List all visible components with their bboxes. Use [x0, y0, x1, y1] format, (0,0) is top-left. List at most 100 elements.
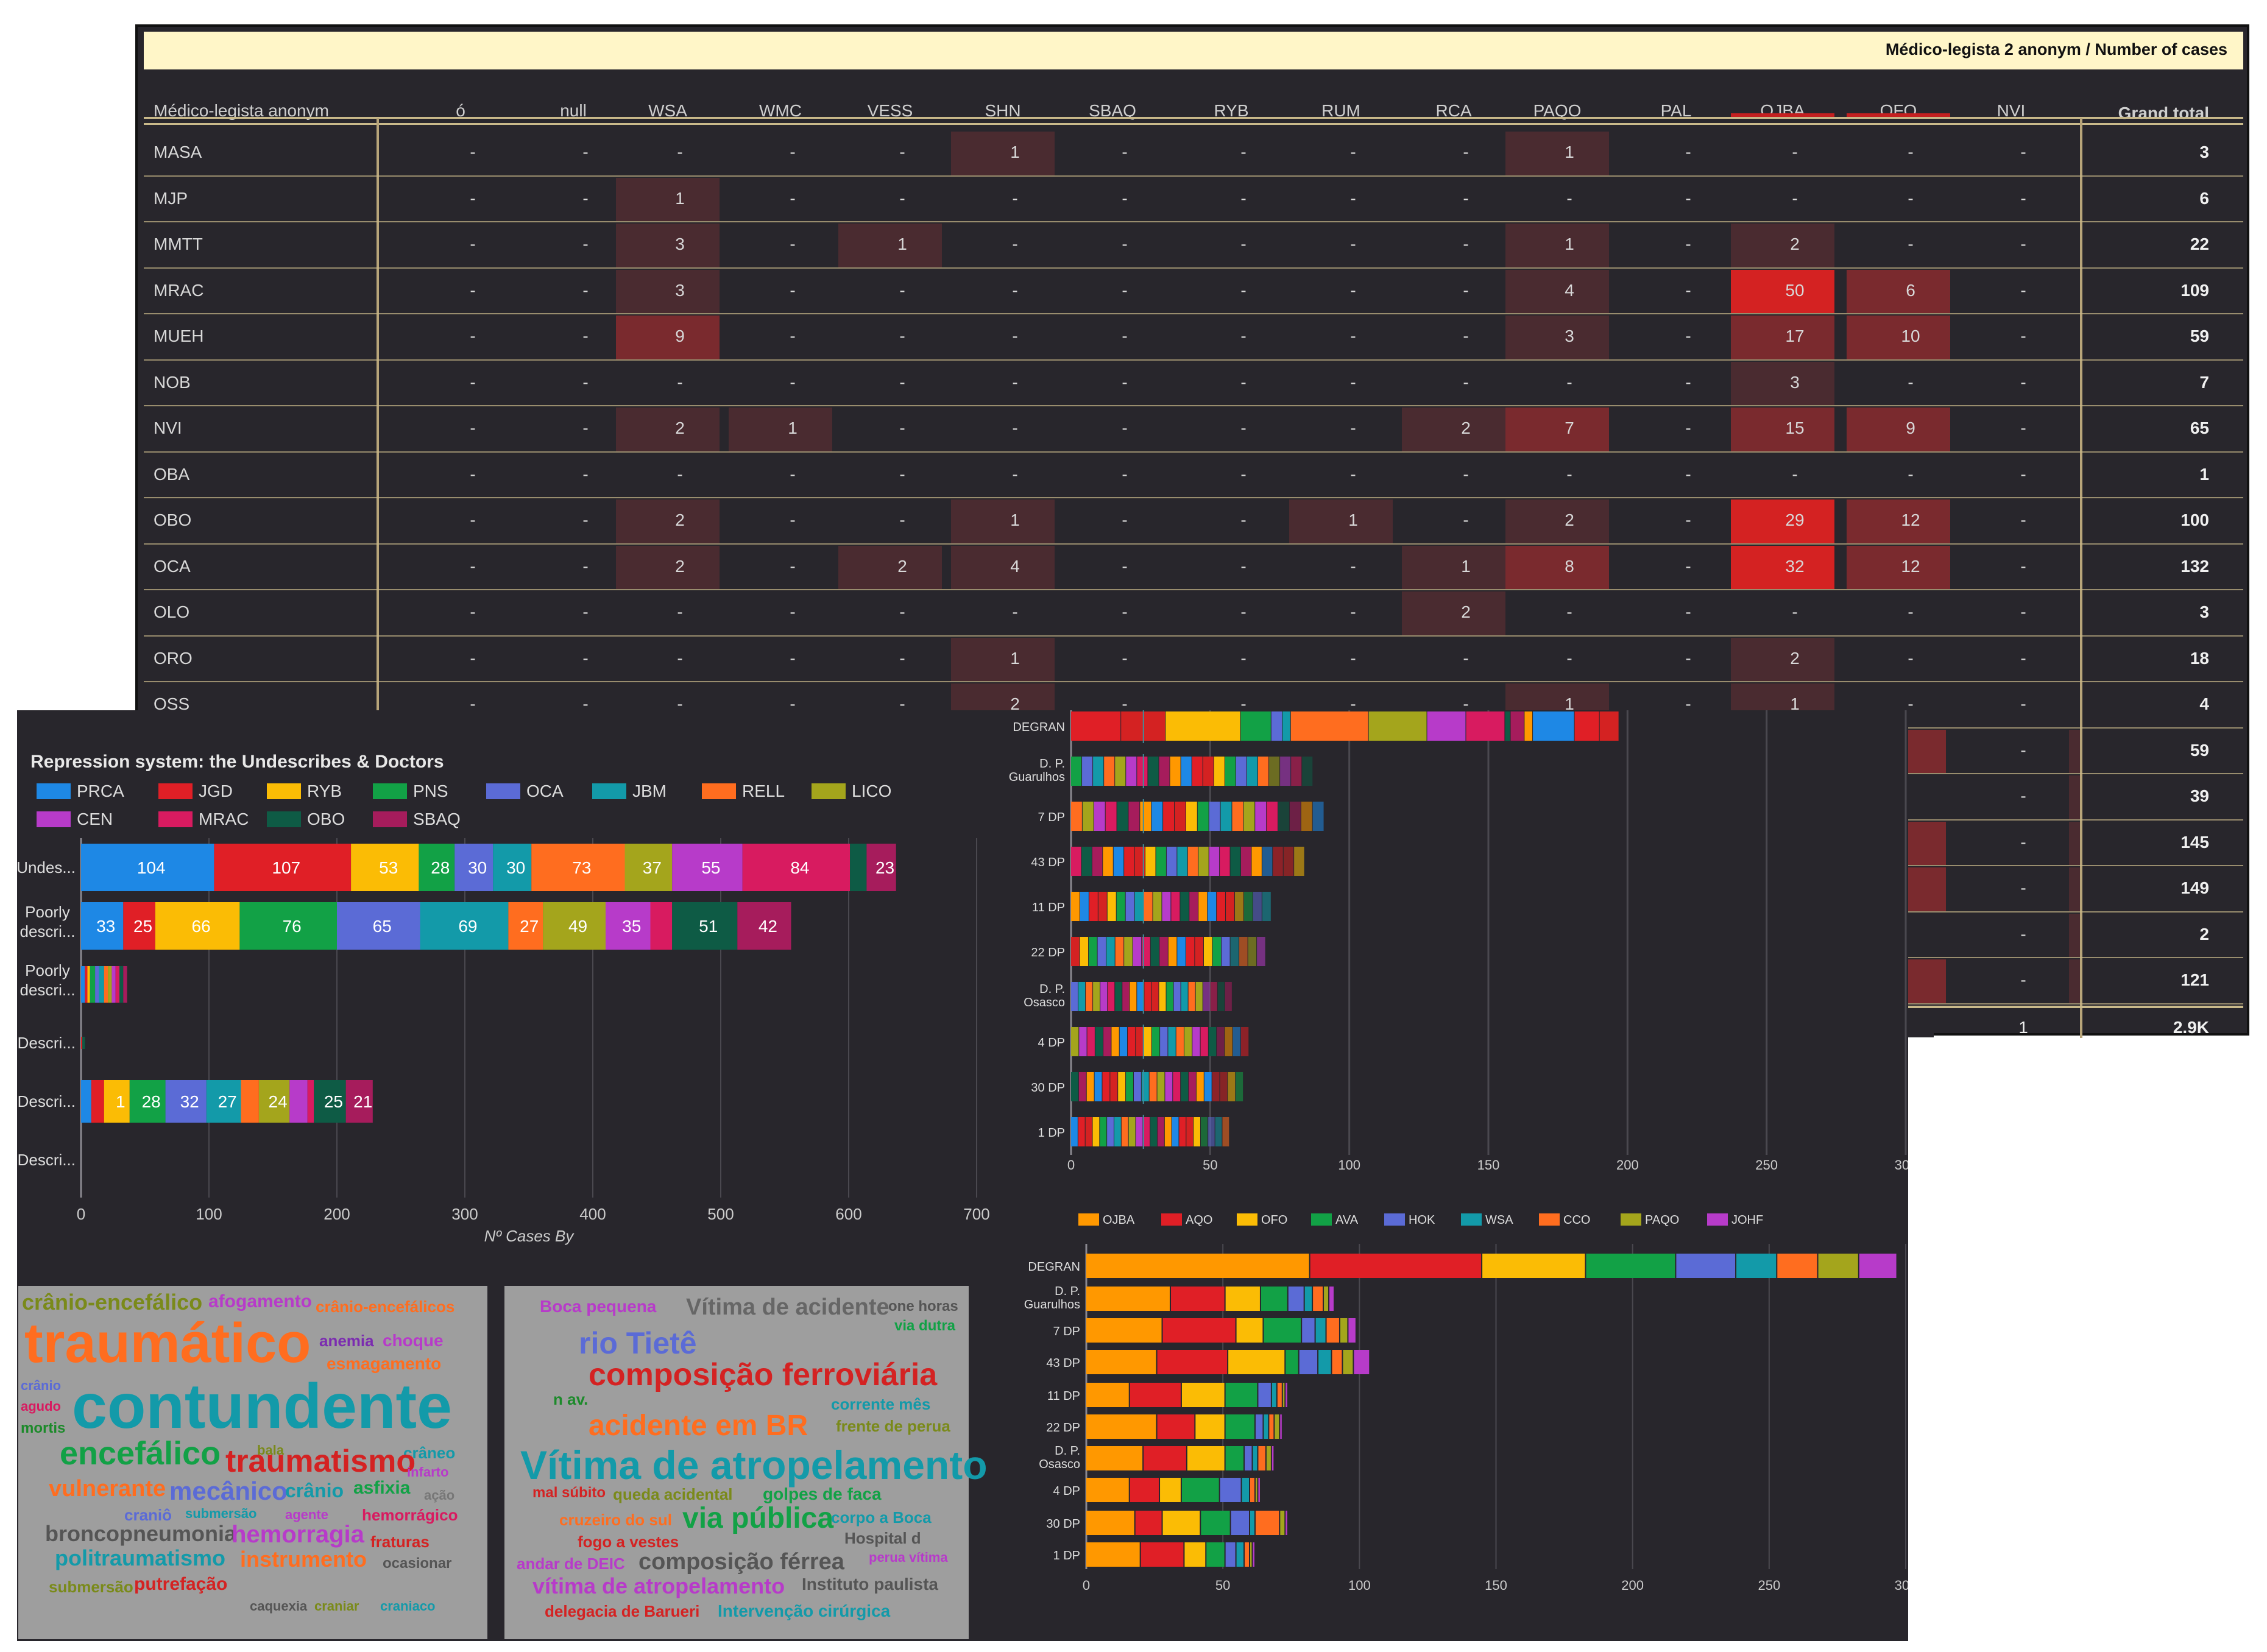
- pivot-cell[interactable]: -: [1463, 235, 1469, 253]
- pivot-row-total[interactable]: 149: [2180, 878, 2209, 897]
- pivot-cell[interactable]: -: [470, 510, 476, 529]
- pivot-cell[interactable]: -: [582, 235, 589, 253]
- pivot-cell[interactable]: -: [1463, 648, 1469, 668]
- pivot-cell[interactable]: -: [1350, 372, 1356, 392]
- pivot-cell[interactable]: -: [1908, 235, 1914, 253]
- pivot-row-total[interactable]: 59: [2190, 740, 2209, 760]
- pivot-cell[interactable]: -: [1685, 188, 1691, 208]
- pivot-cell[interactable]: -: [1240, 418, 1247, 437]
- pivot-row-total[interactable]: 2: [2199, 924, 2209, 944]
- pivot-cell[interactable]: 17: [1785, 327, 1805, 345]
- pivot-cell[interactable]: -: [1792, 143, 1798, 161]
- pivot-cell[interactable]: 4: [1565, 280, 1574, 300]
- pivot-cell[interactable]: -: [2020, 648, 2026, 668]
- pivot-row-label[interactable]: OBO: [154, 510, 192, 529]
- pivot-cell[interactable]: -: [1122, 694, 1128, 713]
- pivot-row-total[interactable]: 18: [2190, 648, 2209, 668]
- pivot-cell[interactable]: -: [1685, 602, 1691, 621]
- pivot-cell[interactable]: -: [1685, 694, 1691, 713]
- pivot-cell[interactable]: -: [1908, 143, 1914, 161]
- pivot-row-total[interactable]: 1: [2199, 464, 2209, 484]
- pivot-cell[interactable]: -: [1122, 372, 1128, 392]
- pivot-col-header[interactable]: NVI: [1996, 101, 2026, 120]
- pivot-cell[interactable]: 8: [1565, 556, 1574, 576]
- pivot-cell[interactable]: -: [1012, 464, 1018, 484]
- pivot-row-total[interactable]: 39: [2190, 786, 2209, 805]
- pivot-cell[interactable]: -: [899, 602, 905, 621]
- pivot-cell[interactable]: -: [470, 602, 476, 621]
- pivot-cell[interactable]: 1: [788, 418, 798, 437]
- pivot-cell[interactable]: 2: [1010, 694, 1020, 713]
- pivot-cell[interactable]: -: [1463, 327, 1469, 345]
- pivot-cell[interactable]: 10: [1901, 327, 1920, 345]
- pivot-cell[interactable]: -: [790, 372, 796, 392]
- pivot-cell[interactable]: 1: [897, 235, 907, 253]
- pivot-cell[interactable]: -: [1350, 327, 1356, 345]
- pivot-cell[interactable]: -: [470, 464, 476, 484]
- pivot-cell[interactable]: -: [1122, 143, 1128, 161]
- pivot-cell[interactable]: -: [470, 327, 476, 345]
- pivot-cell[interactable]: -: [470, 280, 476, 300]
- pivot-cell[interactable]: 50: [1785, 280, 1805, 300]
- pivot-cell[interactable]: 7: [1565, 418, 1574, 437]
- pivot-row-total[interactable]: 7: [2199, 372, 2209, 392]
- pivot-cell[interactable]: 6: [1906, 280, 1915, 300]
- pivot-row-total[interactable]: 100: [2180, 510, 2209, 529]
- pivot-cell[interactable]: -: [1240, 602, 1247, 621]
- pivot-cell[interactable]: -: [790, 464, 796, 484]
- pivot-cell[interactable]: -: [1122, 510, 1128, 529]
- pivot-cell[interactable]: -: [470, 556, 476, 576]
- pivot-cell[interactable]: -: [582, 510, 589, 529]
- pivot-cell[interactable]: -: [1566, 188, 1572, 208]
- pivot-cell[interactable]: -: [1350, 602, 1356, 621]
- pivot-col-header[interactable]: SBAQ: [1089, 101, 1136, 120]
- pivot-cell[interactable]: -: [1463, 694, 1469, 713]
- pivot-cell[interactable]: -: [1685, 372, 1691, 392]
- pivot-cell[interactable]: -: [790, 694, 796, 713]
- pivot-cell[interactable]: -: [899, 280, 905, 300]
- pivot-cell[interactable]: -: [2020, 924, 2026, 944]
- pivot-cell[interactable]: -: [1350, 143, 1356, 161]
- pivot-cell[interactable]: -: [1685, 418, 1691, 437]
- pivot-cell[interactable]: -: [677, 143, 683, 161]
- pivot-cell[interactable]: -: [677, 372, 683, 392]
- pivot-cell[interactable]: -: [1685, 327, 1691, 345]
- pivot-cell[interactable]: -: [1792, 602, 1798, 621]
- pivot-cell[interactable]: 2: [1461, 602, 1471, 621]
- pivot-col-header[interactable]: WMC: [759, 101, 802, 120]
- pivot-cell[interactable]: -: [1908, 464, 1914, 484]
- pivot-cell[interactable]: -: [790, 648, 796, 668]
- pivot-cell[interactable]: -: [1685, 143, 1691, 161]
- pivot-cell[interactable]: -: [1240, 188, 1247, 208]
- pivot-cell[interactable]: 1: [675, 188, 685, 208]
- pivot-cell[interactable]: 1: [1565, 143, 1574, 161]
- pivot-cell[interactable]: -: [1012, 327, 1018, 345]
- pivot-cell[interactable]: 2: [1790, 648, 1800, 668]
- pivot-col-header[interactable]: SHN: [985, 101, 1021, 120]
- pivot-cell[interactable]: -: [470, 235, 476, 253]
- pivot-cell[interactable]: -: [1908, 648, 1914, 668]
- pivot-cell[interactable]: -: [1463, 188, 1469, 208]
- pivot-cell[interactable]: -: [1240, 464, 1247, 484]
- pivot-cell[interactable]: 1: [1010, 510, 1020, 529]
- pivot-cell[interactable]: -: [582, 694, 589, 713]
- pivot-cell[interactable]: 1: [1461, 556, 1471, 576]
- pivot-col-header[interactable]: WSA: [648, 101, 687, 120]
- pivot-cell[interactable]: -: [1685, 648, 1691, 668]
- pivot-col-header[interactable]: RYB: [1214, 101, 1249, 120]
- pivot-cell[interactable]: 4: [1010, 556, 1020, 576]
- pivot-cell[interactable]: -: [790, 556, 796, 576]
- pivot-cell[interactable]: -: [470, 648, 476, 668]
- pivot-cell[interactable]: -: [790, 188, 796, 208]
- pivot-cell[interactable]: -: [1240, 143, 1247, 161]
- pivot-cell[interactable]: -: [470, 372, 476, 392]
- pivot-cell[interactable]: -: [1240, 648, 1247, 668]
- pivot-cell[interactable]: -: [1122, 327, 1128, 345]
- pivot-cell[interactable]: -: [790, 143, 796, 161]
- pivot-cell[interactable]: -: [1240, 556, 1247, 576]
- pivot-cell[interactable]: -: [1122, 648, 1128, 668]
- pivot-cell[interactable]: -: [1122, 235, 1128, 253]
- pivot-row-label[interactable]: MRAC: [154, 280, 204, 300]
- pivot-row-label[interactable]: MJP: [154, 188, 188, 208]
- pivot-col-header[interactable]: PAQO: [1533, 101, 1582, 120]
